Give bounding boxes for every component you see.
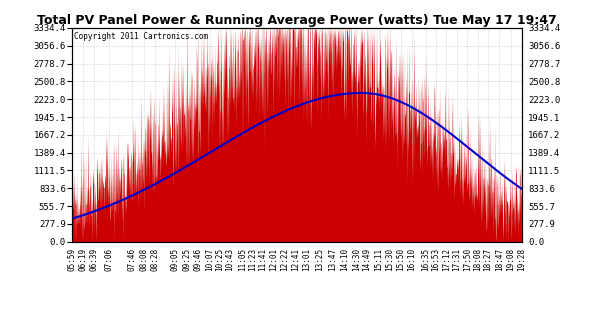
Title: Total PV Panel Power & Running Average Power (watts) Tue May 17 19:47: Total PV Panel Power & Running Average P… xyxy=(37,14,557,27)
Text: Copyright 2011 Cartronics.com: Copyright 2011 Cartronics.com xyxy=(74,32,208,41)
